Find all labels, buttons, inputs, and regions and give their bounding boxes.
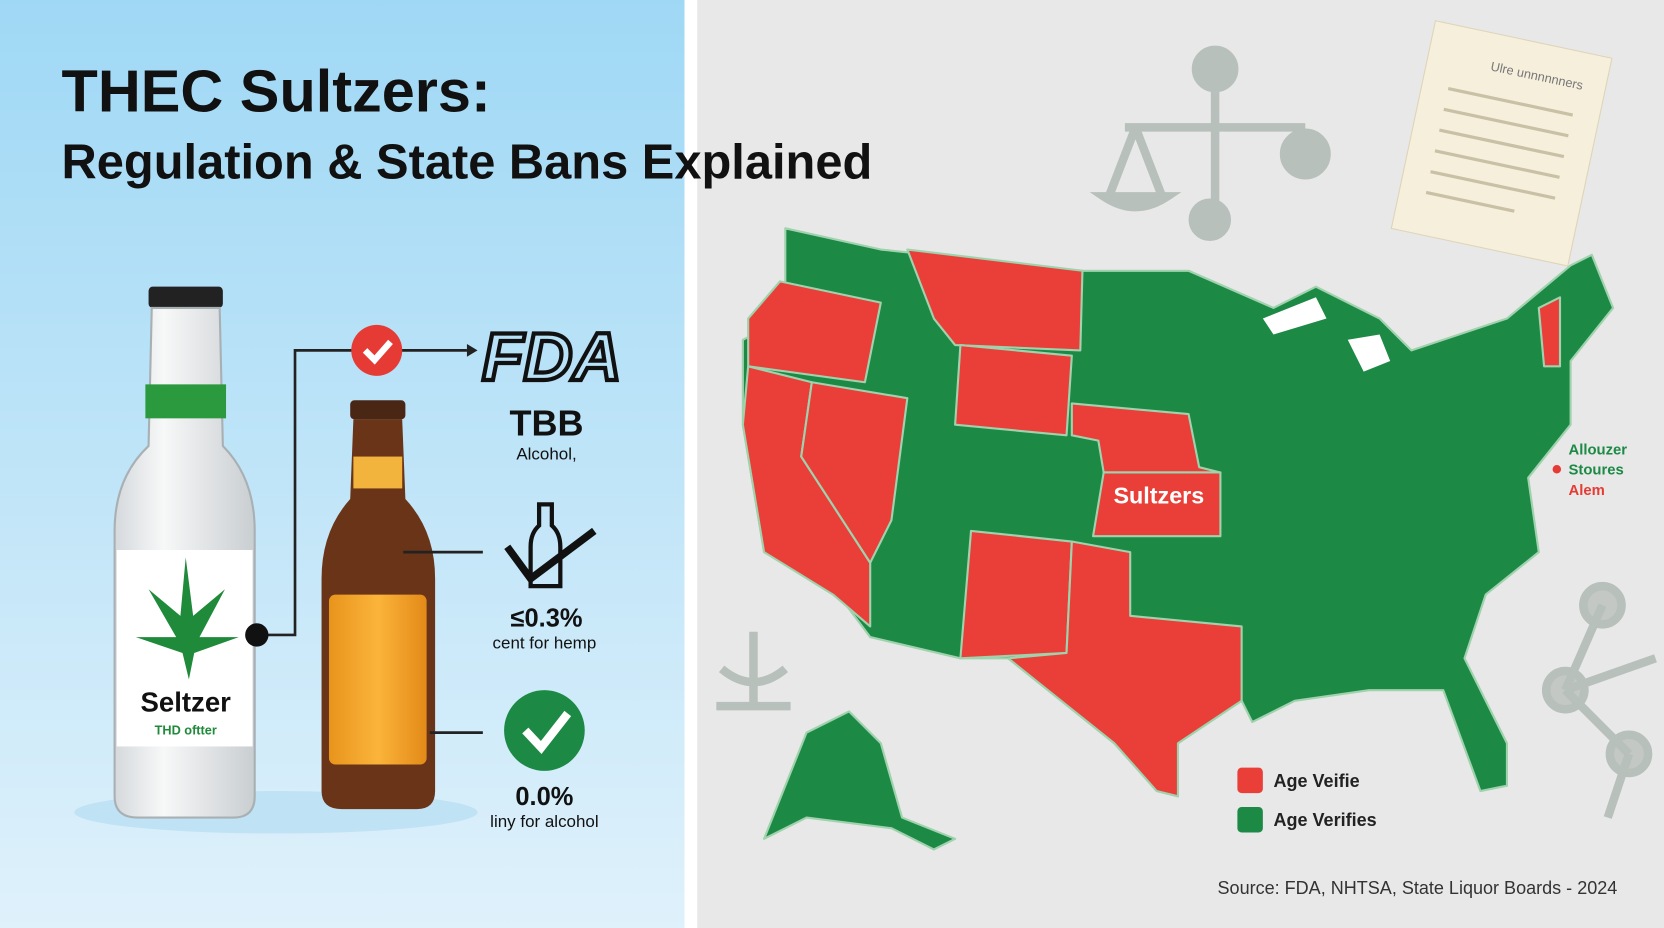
seltzer-bottle: Seltzer THD oftter	[113, 286, 256, 819]
legend: Age Veifie Age Verifies	[1237, 767, 1377, 833]
title: THEC Sultzers:	[62, 57, 491, 124]
divider	[684, 0, 698, 928]
legend-swatch	[1237, 806, 1263, 833]
side-note: Alem	[1568, 483, 1604, 499]
bottle-label: Seltzer	[141, 686, 232, 717]
item-text: Alcohol,	[516, 445, 576, 464]
legend-label: Age Veifie	[1273, 771, 1359, 791]
check	[522, 710, 572, 755]
bottle-sublabel: THD oftter	[155, 723, 217, 738]
beer-bottle	[321, 400, 436, 810]
legend-label: Age Verifies	[1273, 810, 1376, 830]
bottle-icon	[504, 502, 597, 589]
check	[362, 339, 393, 365]
source: Source: FDA, NHTSA, State Liquor Boards …	[1218, 878, 1618, 898]
state	[747, 280, 882, 384]
item-title: TBB	[509, 402, 583, 443]
item-title: 0.0%	[515, 783, 573, 811]
side-note: Allouzer	[1568, 442, 1627, 458]
side-note: Stoures	[1568, 463, 1623, 479]
item-text: cent for hemp	[493, 634, 597, 653]
fda-logo: FDA	[482, 320, 622, 395]
subtitle: Regulation & State Bans Explained	[62, 135, 873, 189]
note-dot	[1552, 465, 1562, 474]
check-badge	[351, 324, 403, 376]
decoration-paper: Ulre unnnnnners	[1390, 20, 1613, 267]
state	[800, 381, 909, 564]
check-badge	[504, 690, 585, 771]
state	[1092, 471, 1222, 538]
map-label: Sultzers	[1113, 482, 1204, 508]
state	[959, 529, 1073, 660]
alaska	[763, 710, 957, 851]
state	[1007, 540, 1243, 798]
connector-dot	[245, 623, 269, 647]
decoration-scales	[716, 45, 1657, 819]
item-text: liny for alcohol	[490, 812, 598, 831]
lakes	[1262, 297, 1391, 372]
state	[954, 344, 1073, 437]
arrow	[466, 344, 478, 357]
state	[1537, 296, 1562, 368]
state	[906, 248, 1084, 352]
legend-swatch	[1237, 767, 1263, 794]
us-map	[741, 227, 1615, 851]
item-title: ≤0.3%	[511, 604, 583, 632]
